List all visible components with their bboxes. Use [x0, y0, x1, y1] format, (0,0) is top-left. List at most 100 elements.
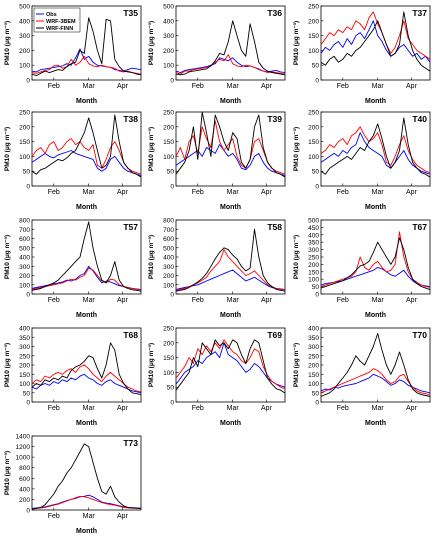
y-tick-label: 250 — [308, 110, 319, 117]
plot-frame — [320, 111, 431, 187]
plot-frame — [175, 111, 286, 187]
x-axis-label: Month — [76, 312, 97, 319]
y-tick-label: 400 — [19, 486, 30, 493]
series-line-obs — [320, 266, 431, 288]
y-axis-label: PM10 (μg m⁻³) — [293, 21, 300, 65]
y-tick-label: 1400 — [16, 434, 31, 441]
x-tick-label: Apr — [261, 83, 273, 90]
x-axis-label: Month — [365, 312, 386, 319]
panel-title: T37 — [412, 8, 427, 18]
x-axis-label: Month — [220, 420, 241, 427]
series-line-obs — [320, 132, 431, 175]
x-tick-label: Apr — [117, 297, 129, 304]
x-tick-label: Apr — [406, 83, 418, 90]
chart-t40: 0 50 100 150 200 250 Feb Mar Apr Month PM10 (μg m⁻… — [293, 110, 431, 211]
y-tick-label: 400 — [163, 255, 174, 262]
x-tick-label: Mar — [83, 513, 96, 520]
x-tick-label: Feb — [48, 297, 60, 304]
y-tick-label: 200 — [163, 124, 174, 131]
y-tick-label: 100 — [163, 370, 174, 377]
y-tick-label: 400 — [19, 18, 30, 25]
y-tick-label: 350 — [308, 335, 319, 342]
series-line-wrf-3bem — [175, 120, 286, 175]
series-line-wrf-3bem — [175, 54, 286, 75]
y-tick-label: 50 — [312, 390, 320, 397]
y-tick-label: 300 — [19, 344, 30, 351]
y-tick-label: 0 — [26, 400, 30, 407]
y-tick-label: 400 — [19, 255, 30, 262]
y-tick-label: 300 — [163, 264, 174, 271]
series-line-wrf-finn — [175, 339, 286, 394]
y-tick-label: 200 — [19, 273, 30, 280]
chart-t58: 0 100 200 300 400 500 600 700 800 Feb Mar Apr Month P… — [148, 218, 286, 319]
y-tick-label: 500 — [163, 245, 174, 252]
y-tick-label: 100 — [163, 282, 174, 289]
y-axis-label: PM10 (μg m⁻³) — [4, 343, 11, 387]
y-axis-label: PM10 (μg m⁻³) — [4, 451, 11, 495]
plot-frame — [175, 327, 286, 403]
y-tick-label: 500 — [19, 4, 30, 11]
plot-frame — [175, 5, 286, 81]
y-tick-label: 1200 — [16, 444, 31, 451]
x-tick-label: Apr — [117, 513, 129, 520]
panel-title: T69 — [267, 330, 282, 340]
series-line-wrf-3bem — [320, 368, 431, 396]
y-tick-label: 200 — [163, 48, 174, 55]
x-tick-label: Mar — [227, 297, 240, 304]
chart-t73: 0 200 400 600 800 1000 1200 1400 Feb Mar Apr Month P… — [4, 434, 142, 535]
y-axis-label: PM10 (μg m⁻³) — [293, 127, 300, 171]
y-tick-label: 0 — [170, 184, 174, 191]
y-tick-label: 450 — [308, 225, 319, 232]
y-tick-label: 0 — [170, 292, 174, 299]
y-tick-label: 800 — [163, 218, 174, 225]
x-tick-label: Apr — [406, 297, 418, 304]
y-tick-label: 100 — [163, 154, 174, 161]
y-tick-label: 50 — [167, 385, 175, 392]
x-tick-label: Mar — [227, 189, 240, 196]
x-tick-label: Feb — [192, 83, 204, 90]
y-tick-label: 150 — [19, 372, 30, 379]
series-line-wrf-finn — [31, 114, 142, 178]
series-line-wrf-finn — [320, 237, 431, 291]
y-tick-label: 50 — [167, 169, 175, 176]
series-line-wrf-finn — [31, 443, 142, 510]
x-tick-label: Mar — [83, 405, 96, 412]
x-tick-label: Feb — [337, 83, 349, 90]
y-tick-label: 50 — [23, 169, 31, 176]
x-tick-label: Apr — [117, 83, 129, 90]
x-tick-label: Mar — [372, 83, 385, 90]
y-tick-label: 350 — [19, 335, 30, 342]
x-tick-label: Feb — [48, 513, 60, 520]
x-axis-label: Month — [220, 312, 241, 319]
y-tick-label: 200 — [308, 18, 319, 25]
chart-t35: 0 100 200 300 400 500 Feb Mar Apr Month PM10 (μg m… — [4, 4, 142, 105]
x-axis-label: Month — [365, 98, 386, 105]
y-tick-label: 0 — [170, 78, 174, 85]
panel-title: T40 — [412, 114, 427, 124]
legend-label: WRF-3BEM — [46, 19, 76, 25]
y-axis-label: PM10 (μg m⁻³) — [4, 127, 11, 171]
y-tick-label: 200 — [19, 363, 30, 370]
y-axis-label: PM10 (μg m⁻³) — [4, 235, 11, 279]
y-tick-label: 0 — [26, 78, 30, 85]
y-tick-label: 0 — [315, 184, 319, 191]
y-tick-label: 250 — [19, 110, 30, 117]
y-tick-label: 150 — [19, 139, 30, 146]
panel-title: T39 — [267, 114, 282, 124]
y-tick-label: 300 — [308, 344, 319, 351]
y-tick-label: 0 — [170, 400, 174, 407]
x-tick-label: Apr — [261, 405, 273, 412]
x-tick-label: Mar — [227, 405, 240, 412]
y-tick-label: 350 — [308, 240, 319, 247]
legend-label: Obs — [46, 12, 57, 18]
y-tick-label: 0 — [26, 292, 30, 299]
series-line-wrf-finn — [320, 11, 431, 72]
plot-frame — [31, 5, 142, 81]
series-line-obs — [320, 20, 431, 63]
series-line-obs — [31, 150, 142, 177]
x-tick-label: Mar — [83, 189, 96, 196]
series-line-obs — [175, 144, 286, 177]
chart-t57: 0 100 200 300 400 500 600 700 800 Feb Mar Apr Month P… — [4, 218, 142, 319]
chart-t36: 0 100 200 300 400 500 Feb Mar Apr Month PM10 (μg m… — [148, 4, 286, 105]
